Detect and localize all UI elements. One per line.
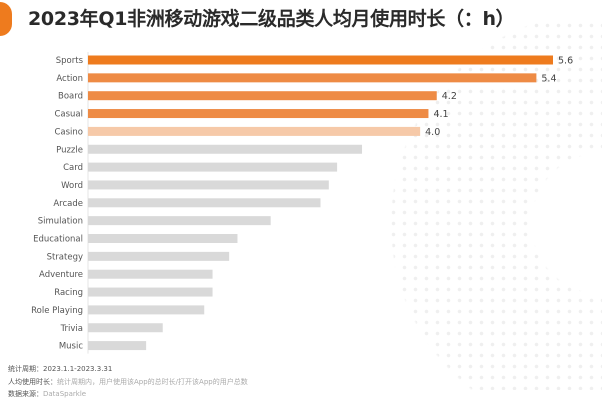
bar-racing	[88, 287, 213, 297]
bar-sports	[88, 55, 553, 65]
bar-simulation	[88, 216, 271, 226]
footnote-label: 数据来源：	[8, 390, 43, 398]
data-label: 4.2	[442, 91, 457, 102]
category-label: Strategy	[47, 252, 83, 262]
footnote-label: 人均使用时长：	[8, 378, 57, 386]
bar-strategy	[88, 251, 230, 261]
category-label: Adventure	[39, 270, 83, 280]
bar-casino	[88, 126, 421, 136]
data-label: 5.6	[558, 56, 573, 67]
data-label: 4.1	[433, 109, 448, 120]
data-label: 5.4	[541, 73, 556, 84]
bar-educational	[88, 234, 238, 243]
category-label: Action	[56, 74, 83, 84]
footnote-period: 统计周期：2023.1.1-2023.3.31	[8, 364, 112, 374]
data-label: 4.0	[425, 127, 440, 138]
footnote-value: DataSparkle	[43, 390, 87, 398]
bar-card	[88, 162, 338, 172]
bar-casual	[88, 109, 429, 119]
bar-role-playing	[88, 305, 205, 315]
bar-music	[88, 341, 147, 351]
category-label: Simulation	[38, 217, 83, 227]
bar-trivia	[88, 323, 163, 333]
category-label: Arcade	[53, 199, 83, 209]
category-label: Puzzle	[56, 145, 83, 155]
bar-adventure	[88, 269, 213, 279]
category-label: Sports	[56, 56, 84, 66]
chart-title: 2023年Q1非洲移动游戏二级品类人均月使用时长（：h）	[28, 8, 515, 30]
category-label: Casino	[54, 127, 83, 137]
bar-board	[88, 91, 437, 101]
footnote-value: 2023.1.1-2023.3.31	[43, 365, 113, 373]
category-label: Racing	[54, 288, 83, 298]
category-label: Word	[61, 181, 83, 191]
footnote-label: 统计周期：	[8, 365, 43, 373]
category-label: Board	[58, 92, 83, 102]
category-label: Music	[59, 342, 84, 352]
category-label: Trivia	[60, 324, 83, 334]
footnote-value: 统计周期内，用户使用该App的总时长/打开该App的用户总数	[57, 378, 248, 386]
category-label: Card	[63, 163, 83, 173]
bar-word	[88, 180, 329, 190]
bar-puzzle	[88, 144, 363, 154]
title-accent-badge	[0, 2, 12, 36]
category-label: Educational	[33, 235, 83, 245]
footnote-definition: 人均使用时长：统计周期内，用户使用该App的总时长/打开该App的用户总数	[8, 377, 248, 387]
footnote-source: 数据来源：DataSparkle	[8, 389, 86, 399]
bar-arcade	[88, 198, 321, 208]
category-label: Casual	[54, 110, 83, 120]
bar-action	[88, 73, 537, 83]
category-label: Role Playing	[31, 306, 83, 316]
